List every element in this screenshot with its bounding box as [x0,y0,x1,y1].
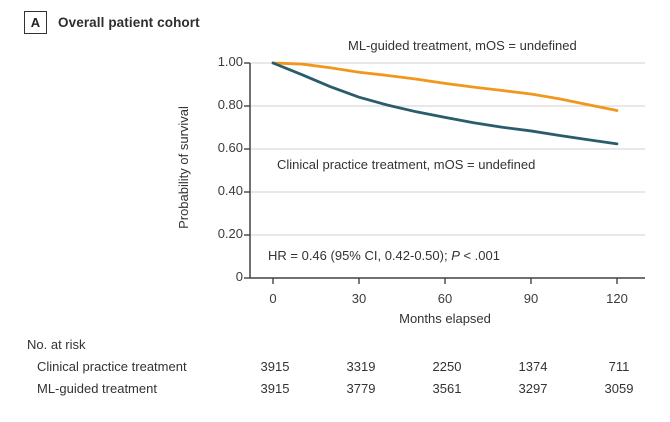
at-risk-count: 2250 [432,359,462,374]
at-risk-count: 3915 [260,381,290,396]
panel-letter: A [30,15,41,30]
at-risk-count: 1374 [518,359,548,374]
panel-title: Overall patient cohort [58,15,200,30]
at-risk-count: 3779 [346,381,376,396]
at-risk-count: 3059 [604,381,634,396]
hazard-ratio-annotation: HR = 0.46 (95% CI, 0.42-0.50); P < .001 [268,248,500,263]
panel-letter-badge: A [24,11,47,34]
at-risk-count: 3915 [260,359,290,374]
y-tick-label: 0.40 [217,183,243,198]
at-risk-header: No. at risk [27,337,86,352]
y-tick-label: 0.60 [217,140,243,155]
y-tick-label: 1.00 [217,54,243,69]
x-axis-title: Months elapsed [399,311,491,326]
y-tick-label: 0.20 [217,226,243,241]
x-tick-label: 120 [606,291,628,306]
x-tick-label: 90 [523,291,539,306]
at-risk-count: 711 [608,359,630,374]
p-value-symbol: P [451,248,460,263]
at-risk-row-label-clinical: Clinical practice treatment [37,359,187,374]
clinical-practice-curve-label: Clinical practice treatment, mOS = undef… [277,157,536,172]
p-value-text: < .001 [459,248,500,263]
at-risk-row-label-ml: ML-guided treatment [37,381,157,396]
x-tick-label: 0 [269,291,277,306]
y-tick-label: 0.80 [217,97,243,112]
y-axis-title: Probability of survival [176,106,191,229]
y-tick-label: 0 [235,269,243,284]
at-risk-count: 3319 [346,359,376,374]
panel-header: A Overall patient cohort [24,11,200,34]
at-risk-count: 3561 [432,381,462,396]
x-tick-label: 30 [351,291,367,306]
at-risk-count: 3297 [518,381,548,396]
ml-guided-survival-curve [271,61,619,112]
ml-guided-curve-label: ML-guided treatment, mOS = undefined [348,38,577,53]
x-tick-label: 60 [437,291,453,306]
clinical-practice-survival-curve [271,61,619,146]
hr-text: HR = 0.46 (95% CI, 0.42-0.50); [268,248,452,263]
